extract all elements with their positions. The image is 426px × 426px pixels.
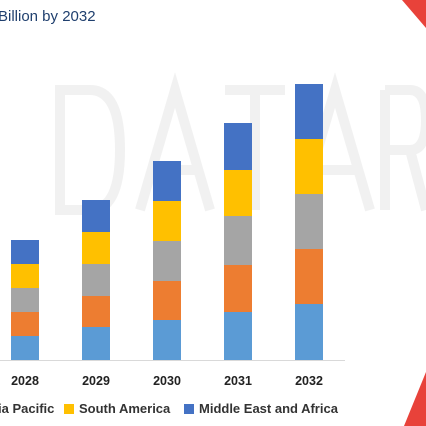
bar-segment-2032-s4	[295, 84, 323, 139]
bar-segment-2030-s2	[153, 241, 181, 281]
bar-segment-2031-s2	[224, 216, 252, 265]
legend-item-south-america: South America	[64, 401, 170, 416]
bar-segment-2030-s1	[153, 281, 181, 320]
bar-segment-2032-s1	[295, 249, 323, 304]
legend-swatch-south-america	[64, 403, 74, 414]
legend: ia Pacific South America Middle East and…	[0, 401, 426, 421]
x-tick-label-2029: 2029	[82, 374, 110, 388]
x-axis-ticks: 2028 2029 2030 2031 2032	[11, 374, 323, 388]
legend-swatch-middle-east-africa	[184, 403, 194, 414]
bar-segment-2028-s3	[11, 264, 39, 288]
legend-label-south-america: South America	[79, 401, 171, 416]
bar-segment-2029-s1	[82, 296, 110, 327]
bar-segment-2030-s3	[153, 201, 181, 241]
bar-segment-2031-s1	[224, 265, 252, 312]
bar-segment-2029-s3	[82, 232, 110, 264]
bar-segment-2031-s0	[224, 312, 252, 360]
bar-segment-2029-s0	[82, 327, 110, 360]
chart-title: Billion by 2032	[0, 5, 380, 27]
bar-segment-2030-s4	[153, 161, 181, 201]
chart-title-text: Billion by 2032	[0, 8, 96, 25]
x-tick-label-2031: 2031	[224, 374, 252, 388]
bar-segment-2028-s4	[11, 240, 39, 264]
legend-item-partial: ia Pacific	[0, 401, 54, 416]
x-tick-label-2030: 2030	[153, 374, 181, 388]
x-tick-label-2032: 2032	[295, 374, 323, 388]
bar-segment-2029-s4	[82, 200, 110, 232]
bar-segment-2028-s2	[11, 288, 39, 312]
legend-label-middle-east-africa: Middle East and Africa	[199, 401, 338, 416]
bar-segment-2032-s2	[295, 194, 323, 249]
bar-segment-2032-s3	[295, 139, 323, 194]
decor-corner-top	[402, 0, 426, 28]
decor-corner-bottom	[404, 372, 426, 426]
bar-segment-2031-s3	[224, 170, 252, 216]
legend-item-middle-east-africa: Middle East and Africa	[184, 401, 338, 416]
legend-label-partial: ia Pacific	[0, 401, 55, 416]
x-tick-label-2028: 2028	[11, 374, 39, 388]
bar-segment-2028-s0	[11, 336, 39, 360]
bars	[11, 84, 323, 360]
bar-segment-2032-s0	[295, 304, 323, 360]
bar-segment-2029-s2	[82, 264, 110, 296]
bar-segment-2030-s0	[153, 320, 181, 360]
bar-segment-2028-s1	[11, 312, 39, 336]
bar-segment-2031-s4	[224, 123, 252, 170]
